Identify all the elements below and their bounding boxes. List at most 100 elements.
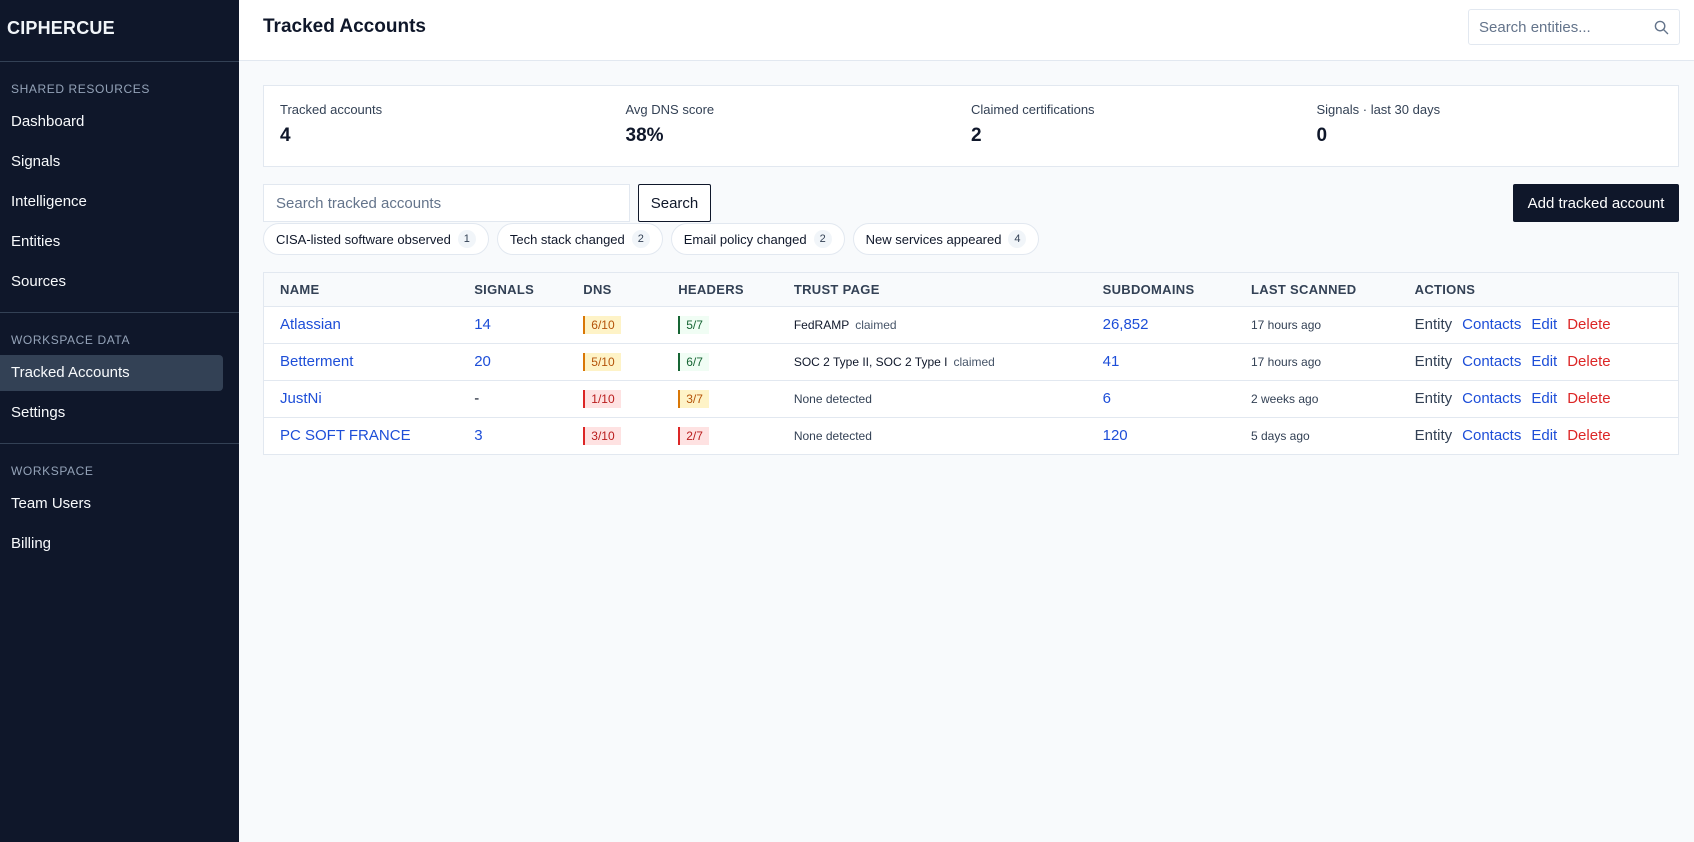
stat-avg-dns-score: Avg DNS score 38% — [626, 102, 972, 150]
chip-count: 2 — [813, 230, 832, 248]
chip-label: Email policy changed — [683, 231, 807, 247]
last-scanned-value: 5 days ago — [1250, 429, 1310, 444]
search-button[interactable]: Search — [638, 184, 711, 222]
cell-headers: 2/7 — [662, 417, 778, 454]
cell-signals: - — [458, 380, 568, 418]
trust-page-value: FedRAMP — [793, 318, 850, 332]
contacts-action-link[interactable]: Contacts — [1462, 427, 1522, 445]
table-row: Betterment 20 5/10 6/7 SOC 2 Type II, SOC 2 … — [264, 343, 1678, 381]
chip-label: CISA-listed software observed — [276, 231, 451, 247]
account-name-link[interactable]: PC SOFT FRANCE — [280, 427, 411, 445]
sidebar-item-billing[interactable]: Billing — [11, 535, 52, 552]
delete-action-link[interactable]: Delete — [1567, 427, 1611, 445]
table-header-row: NAME SIGNALS DNS HEADERS TRUST PAGE SUBDOMAIN… — [264, 273, 1678, 307]
stat-label: Avg DNS score — [625, 102, 715, 117]
signals-count[interactable]: 14 — [474, 316, 491, 333]
nav-section-label: WORKSPACE DATA — [11, 333, 131, 347]
page-title: Tracked Accounts — [263, 16, 426, 37]
entity-action-link[interactable]: Entity — [1414, 390, 1453, 407]
trust-page-value: None detected — [793, 392, 872, 406]
headers-score-badge: 6/7 — [678, 352, 709, 371]
cell-subdomains: 26,852 — [1086, 306, 1235, 344]
edit-action-link[interactable]: Edit — [1531, 390, 1558, 407]
signals-count[interactable]: 3 — [474, 427, 483, 445]
cell-last-scanned: 5 days ago — [1235, 417, 1399, 454]
subdomains-count-link[interactable]: 41 — [1102, 353, 1120, 370]
cell-last-scanned: 17 hours ago — [1234, 343, 1399, 381]
column-header-signals[interactable]: SIGNALS — [458, 273, 568, 307]
column-header-subdomains[interactable]: SUBDOMAINS — [1086, 273, 1235, 307]
column-header-last-scanned[interactable]: LAST SCANNED — [1234, 273, 1399, 307]
contacts-action-link[interactable]: Contacts — [1462, 353, 1522, 370]
last-scanned-value: 17 hours ago — [1250, 318, 1322, 332]
stat-value: 4 — [280, 125, 291, 146]
cell-signals: 14 — [458, 306, 568, 344]
entity-action-link[interactable]: Entity — [1414, 427, 1453, 445]
contacts-action-link[interactable]: Contacts — [1462, 316, 1522, 333]
contacts-action-link[interactable]: Contacts — [1462, 390, 1522, 407]
stat-claimed-certifications: Claimed certifications 2 — [971, 102, 1317, 150]
sidebar-item-team-users[interactable]: Team Users — [11, 495, 92, 512]
cell-dns: 3/10 — [567, 417, 662, 454]
edit-action-link[interactable]: Edit — [1531, 353, 1558, 370]
cell-subdomains: 41 — [1086, 343, 1235, 381]
dns-score-badge: 6/10 — [583, 315, 621, 334]
nav-section-workspace: WORKSPACE Team Users Billing — [0, 444, 239, 574]
column-header-name[interactable]: NAME — [264, 273, 459, 307]
column-header-headers[interactable]: HEADERS — [662, 273, 778, 307]
top-bar: Tracked Accounts — [239, 0, 1694, 61]
delete-action-link[interactable]: Delete — [1567, 390, 1611, 407]
cell-actions: Entity Contacts Edit Delete — [1398, 380, 1678, 418]
edit-action-link[interactable]: Edit — [1531, 427, 1558, 445]
filter-chip-new-services-appeared[interactable]: New services appeared 4 — [852, 223, 1040, 255]
column-header-trust-page[interactable]: TRUST PAGE — [777, 273, 1087, 307]
stats-panel: Tracked accounts 4 Avg DNS score 38% Claimed… — [263, 85, 1679, 167]
cell-trust-page: None detected — [777, 380, 1087, 418]
delete-action-link[interactable]: Delete — [1567, 316, 1611, 333]
filter-chip-cisa-listed-software-observed[interactable]: CISA-listed software observed 1 — [263, 223, 489, 255]
table-row: PC SOFT FRANCE 3 3/10 2/7 None detected 120 5 … — [264, 417, 1678, 454]
signals-count[interactable]: 20 — [474, 353, 491, 370]
column-header-dns[interactable]: DNS — [567, 273, 663, 307]
subdomains-count-link[interactable]: 6 — [1102, 390, 1111, 407]
trust-page-value: None detected — [793, 429, 872, 444]
cell-subdomains: 6 — [1086, 380, 1235, 418]
delete-action-link[interactable]: Delete — [1567, 353, 1611, 370]
cell-signals: 20 — [458, 343, 568, 381]
entity-search-input[interactable] — [1469, 10, 1644, 44]
account-name-link[interactable]: Betterment — [280, 353, 354, 370]
add-tracked-account-button[interactable]: Add tracked account — [1513, 184, 1679, 222]
sidebar-item-dashboard[interactable]: Dashboard — [11, 113, 85, 130]
sidebar-item-sources[interactable]: Sources — [11, 273, 67, 290]
subdomains-count-link[interactable]: 120 — [1102, 427, 1128, 445]
app-logo[interactable]: CIPHERCUE — [0, 0, 239, 62]
sidebar-item-intelligence[interactable]: Intelligence — [11, 193, 87, 210]
headers-score-badge: 3/7 — [678, 389, 709, 408]
tracked-accounts-search-input[interactable] — [263, 184, 630, 222]
last-scanned-value: 17 hours ago — [1250, 355, 1322, 369]
column-header-actions[interactable]: ACTIONS — [1398, 273, 1678, 307]
chip-label: Tech stack changed — [509, 231, 625, 247]
entity-action-link[interactable]: Entity — [1414, 316, 1453, 333]
sidebar-item-settings[interactable]: Settings — [11, 404, 66, 421]
search-icon[interactable] — [1654, 20, 1669, 35]
filter-chip-email-policy-changed[interactable]: Email policy changed 2 — [670, 223, 845, 255]
dns-score-badge: 3/10 — [583, 426, 621, 445]
entity-action-link[interactable]: Entity — [1414, 353, 1453, 370]
table-row: JustNi - 1/10 3/7 None detected 6 2 weeks ago E… — [264, 380, 1678, 418]
main-content: Tracked accounts 4 Avg DNS score 38% Claimed… — [263, 85, 1679, 455]
filter-chip-tech-stack-changed[interactable]: Tech stack changed 2 — [496, 223, 663, 255]
account-name-link[interactable]: Atlassian — [280, 316, 341, 333]
stat-label: Claimed certifications — [971, 102, 1095, 117]
cell-actions: Entity Contacts Edit Delete — [1399, 417, 1678, 454]
sidebar-item-signals[interactable]: Signals — [11, 153, 61, 170]
edit-action-link[interactable]: Edit — [1531, 316, 1558, 333]
stat-value: 38% — [625, 125, 664, 146]
subdomains-count-link[interactable]: 26,852 — [1102, 316, 1149, 333]
claimed-label: claimed — [855, 318, 897, 332]
account-name-link[interactable]: JustNi — [280, 390, 322, 407]
sidebar-item-tracked-accounts[interactable]: Tracked Accounts — [0, 355, 223, 391]
sidebar-item-entities[interactable]: Entities — [11, 233, 61, 250]
cell-name: Atlassian — [264, 306, 459, 344]
cell-dns: 1/10 — [567, 380, 663, 418]
